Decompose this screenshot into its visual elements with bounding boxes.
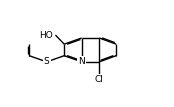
Text: N: N [78, 57, 85, 66]
Text: S: S [44, 57, 50, 66]
Text: HO: HO [39, 31, 53, 40]
Text: Cl: Cl [95, 75, 104, 84]
